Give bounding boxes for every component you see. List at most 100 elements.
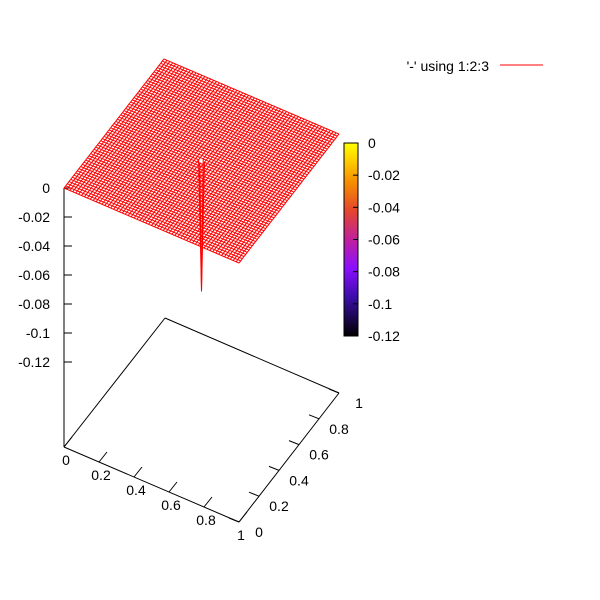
colorbar-tick-label: 0 — [368, 135, 376, 151]
y-tick-mark — [288, 440, 300, 446]
y-axis-ticks: 0 0.20.40.60.8 1 — [228, 388, 363, 540]
x-tick-mark — [98, 451, 108, 463]
colorbar-tick-label: -0.06 — [368, 232, 400, 248]
surface-line-y — [84, 67, 185, 198]
surface-line-y — [200, 117, 302, 248]
floor-edge-front-left — [63, 446, 240, 523]
x-tick-label: 0 — [62, 452, 70, 468]
floor-frame — [63, 188, 340, 523]
colorbar-ticks: 0 -0.02 -0.04 -0.06 -0.08 -0.1 -0.12 — [353, 135, 400, 344]
z-tick-label: -0.04 — [18, 238, 50, 254]
y-tick-label: 0.4 — [289, 472, 309, 488]
surface-line-y — [206, 119, 308, 250]
surface-line-y — [130, 87, 232, 218]
floor-edge-back-left — [63, 317, 166, 448]
surface-line-y — [209, 121, 311, 251]
x-axis-ticks: 0 0.2 0.4 0.6 0.8 1 — [62, 436, 248, 543]
floor-edge-front-right — [238, 392, 340, 523]
surface-line-y — [81, 66, 182, 196]
colorbar-tick-label: -0.02 — [368, 167, 400, 183]
surface-line-y — [232, 131, 334, 261]
surface-line-y — [95, 72, 197, 203]
surface-line-y — [183, 109, 284, 240]
surface-line-y — [139, 91, 241, 221]
z-axis-ticks: 0 -0.02 -0.04 -0.06 -0.08 -0.1 -0.12 — [18, 180, 72, 370]
x-tick-label: 1 — [237, 527, 245, 543]
surface-line-y — [177, 107, 279, 238]
surface-line-y — [171, 104, 273, 235]
surface-line-y — [63, 58, 165, 189]
y-tick-label: 1 — [355, 395, 363, 411]
surface-line-y — [224, 127, 325, 258]
surface-line-y — [66, 59, 168, 190]
y-tick-label: 0.6 — [309, 447, 329, 463]
surface-line-y — [107, 77, 209, 208]
colorbar: 0 -0.02 -0.04 -0.06 -0.08 -0.1 -0.12 — [343, 135, 400, 344]
x-tick-mark — [168, 481, 178, 493]
surface-line-y — [75, 63, 177, 194]
surface-line-y — [156, 98, 258, 229]
surface-line-y — [159, 99, 261, 230]
surface-line-y — [238, 133, 340, 264]
colorbar-tick-label: -0.12 — [368, 328, 400, 344]
surface-line-y — [110, 78, 212, 209]
surface-line-y — [226, 128, 328, 259]
colorbar-tick-label: -0.04 — [368, 199, 400, 215]
surface-line-y — [69, 61, 171, 191]
y-tick-mark — [308, 414, 320, 420]
surface-line-y — [72, 62, 174, 193]
surface-line-y — [218, 124, 319, 255]
surface-line-y — [186, 111, 287, 241]
surface-line-y — [133, 88, 235, 219]
x-tick-mark — [203, 496, 213, 508]
z-tick-label: -0.1 — [26, 325, 50, 341]
surface-line-y — [104, 76, 206, 206]
colorbar-tick-label: -0.08 — [368, 264, 400, 280]
z-tick-label: -0.08 — [18, 296, 50, 312]
surface-line-y — [142, 92, 244, 223]
surface-line-y — [148, 94, 249, 225]
surface-line-y — [124, 84, 226, 215]
surface-line-y — [86, 68, 188, 199]
surface-line-y — [78, 64, 179, 195]
surface-line-y — [165, 102, 267, 233]
x-tick-mark — [238, 511, 248, 523]
surface-line-y — [189, 112, 290, 243]
y-tick-label: 0.8 — [329, 421, 349, 437]
surface-mesh — [63, 58, 340, 292]
x-tick-label: 0.6 — [161, 497, 181, 513]
surface-line-y — [127, 86, 229, 216]
x-tick-label: 0.8 — [196, 512, 216, 528]
y-tick-mark — [268, 465, 280, 471]
colorbar-tick-label: -0.1 — [368, 296, 392, 312]
x-tick-mark — [63, 436, 73, 448]
surface-line-y — [121, 83, 223, 214]
surface-line-y — [174, 106, 276, 236]
surface-line-y — [89, 69, 191, 200]
y-tick-mark — [248, 491, 260, 497]
surface-line-y — [229, 129, 331, 260]
surface-line-y — [197, 116, 299, 246]
x-tick-label: 0.2 — [91, 467, 111, 483]
surface-line-y — [162, 101, 264, 231]
y-tick-label: 0 — [255, 524, 263, 540]
surface-line-y — [168, 103, 270, 234]
surface-line-y — [116, 81, 217, 211]
z-tick-label: -0.06 — [18, 267, 50, 283]
y-tick-mark — [328, 388, 340, 394]
surface-line-y — [212, 122, 314, 253]
surface-line-y — [113, 79, 214, 210]
surface-line-y — [119, 82, 220, 213]
surface-line-y — [136, 89, 238, 220]
surface-line-y — [98, 73, 200, 204]
legend-label: '-' using 1:2:3 — [407, 58, 490, 74]
z-tick-label: -0.02 — [18, 209, 50, 225]
surface-line-y — [101, 74, 203, 205]
surface-line-y — [191, 113, 293, 244]
surface-line-y — [203, 118, 305, 249]
surface-line-y — [151, 96, 252, 292]
x-tick-label: 0.4 — [126, 482, 146, 498]
surface-line-y — [235, 132, 337, 263]
surface-line-y — [180, 108, 282, 239]
